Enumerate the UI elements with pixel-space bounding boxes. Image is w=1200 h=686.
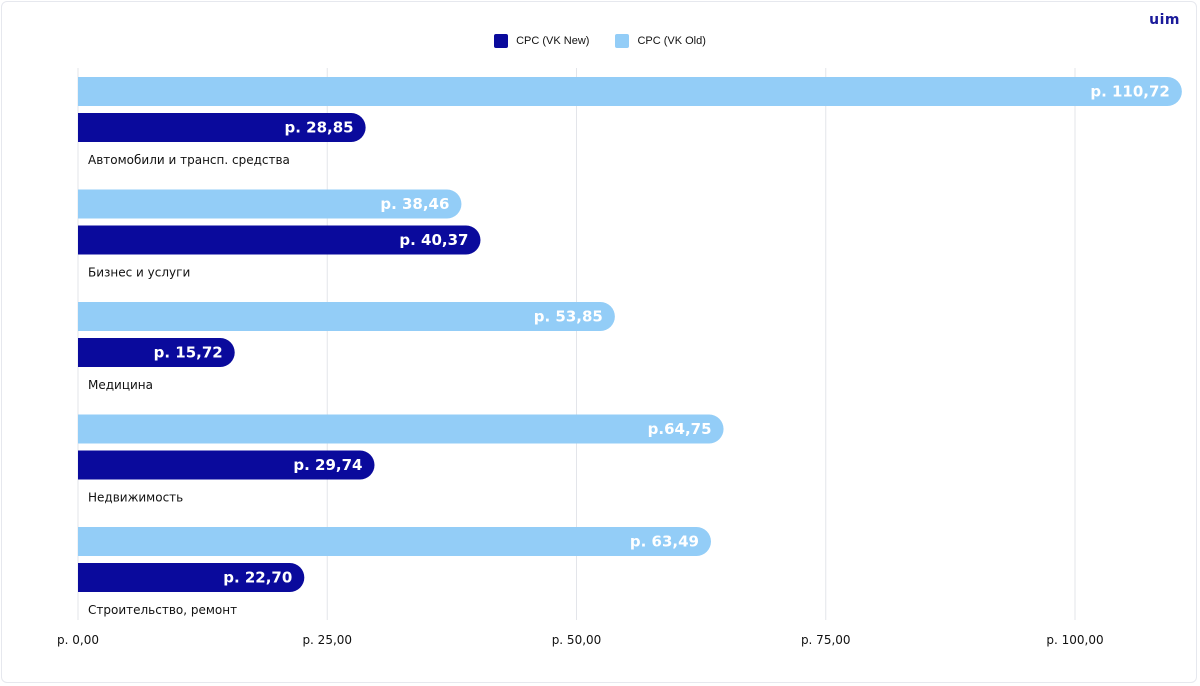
bar-old-label: р. 38,46 <box>380 195 449 213</box>
x-tick-label: р. 25,00 <box>302 633 352 647</box>
legend-item-old: CPC (VK Old) <box>615 34 706 48</box>
bar-new <box>78 225 481 255</box>
bar-new-label: р. 28,85 <box>285 119 354 137</box>
bar-old-label: р. 110,72 <box>1090 83 1170 101</box>
category-label: Медицина <box>88 378 153 392</box>
bar-old-label: р. 63,49 <box>630 533 699 551</box>
legend-label-new: CPC (VK New) <box>516 35 590 47</box>
bar-new-label: р. 29,74 <box>293 456 362 474</box>
bar-new-label: р. 15,72 <box>154 344 223 362</box>
x-tick-label: р. 0,00 <box>57 633 99 647</box>
legend-swatch-new <box>494 34 509 48</box>
bar-old-label: р. 53,85 <box>534 308 603 326</box>
bar-new <box>78 113 366 142</box>
legend-swatch-old <box>615 34 630 48</box>
bar-old-label: р.64,75 <box>648 420 712 438</box>
category-label: Бизнес и услуги <box>88 266 190 280</box>
bar-old <box>78 527 711 556</box>
category-label: Строительство, ремонт <box>88 603 237 617</box>
category-label: Недвижимость <box>88 491 183 505</box>
bar-new-label: р. 22,70 <box>223 569 292 587</box>
chart-legend: CPC (VK New) CPC (VK Old) <box>0 34 1200 48</box>
bar-new <box>78 563 305 592</box>
bar-old <box>78 189 462 219</box>
brand-logo: uim <box>1149 12 1180 28</box>
legend-label-old: CPC (VK Old) <box>637 35 706 47</box>
category-label: Автомобили и трансп. средства <box>88 153 290 167</box>
x-tick-label: р. 100,00 <box>1046 633 1103 647</box>
x-tick-label: р. 75,00 <box>801 633 851 647</box>
bar-old <box>78 77 1182 106</box>
bar-new-label: р. 40,37 <box>399 231 468 249</box>
legend-item-new: CPC (VK New) <box>494 34 589 48</box>
bar-old <box>78 414 724 444</box>
bar-new <box>78 450 375 480</box>
bar-old <box>78 302 615 331</box>
bar-new <box>78 338 235 367</box>
x-tick-label: р. 50,00 <box>552 633 602 647</box>
